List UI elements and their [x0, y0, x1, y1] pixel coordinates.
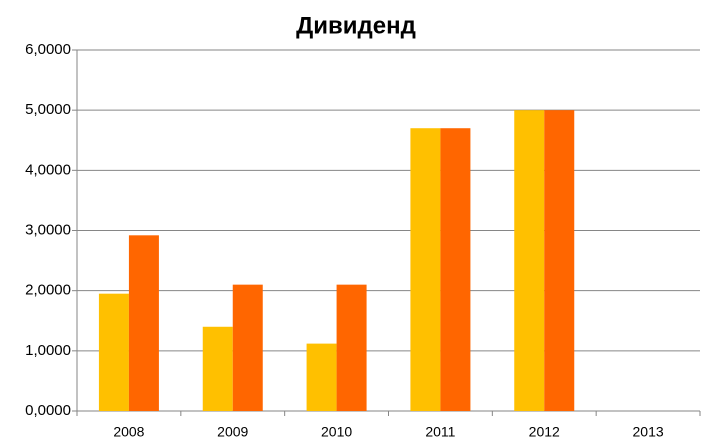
y-tick-label: 5,0000	[25, 101, 71, 118]
y-tick-label: 4,0000	[25, 161, 71, 178]
bar	[544, 110, 575, 412]
bar	[128, 235, 159, 411]
y-tick-label: 6,0000	[25, 41, 71, 58]
x-tick-label: 2008	[113, 424, 144, 440]
bar	[98, 293, 129, 411]
x-tick-label: 2009	[217, 424, 248, 440]
y-tick-label: 1,0000	[25, 342, 71, 359]
y-tick-label: 3,0000	[25, 221, 71, 238]
bar	[514, 110, 545, 412]
bar	[440, 128, 471, 411]
x-tick-label: 2013	[633, 424, 664, 440]
chart-title: Дивиденд	[296, 12, 416, 39]
bar	[306, 343, 337, 411]
x-tick-label: 2011	[425, 424, 455, 440]
bar	[336, 284, 367, 411]
bar	[202, 326, 233, 411]
x-tick-label: 2012	[529, 424, 560, 440]
bar	[410, 128, 441, 411]
y-tick-label: 2,0000	[25, 282, 71, 299]
y-tick-label: 0,0000	[25, 402, 71, 419]
x-tick-label: 2010	[321, 424, 352, 440]
bar	[232, 284, 263, 411]
